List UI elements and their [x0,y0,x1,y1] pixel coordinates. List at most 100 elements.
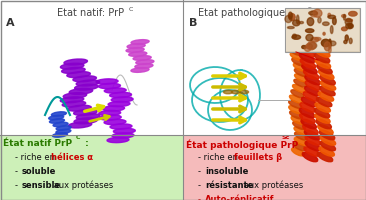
Ellipse shape [96,79,118,84]
Text: feuillets β: feuillets β [234,153,282,162]
Ellipse shape [318,17,321,23]
Text: A: A [6,18,15,28]
Ellipse shape [323,32,325,35]
Ellipse shape [295,74,307,82]
Ellipse shape [292,84,305,92]
Ellipse shape [131,68,149,72]
Bar [286,9,359,51]
Ellipse shape [302,152,318,162]
Ellipse shape [343,15,346,20]
Ellipse shape [289,47,302,55]
Ellipse shape [56,126,71,130]
Ellipse shape [49,119,64,123]
Ellipse shape [315,42,331,52]
Ellipse shape [129,52,147,56]
Ellipse shape [294,69,307,76]
Ellipse shape [75,84,98,90]
Ellipse shape [293,63,306,71]
Ellipse shape [315,103,330,112]
Ellipse shape [136,60,154,64]
Ellipse shape [317,37,333,46]
Ellipse shape [295,132,307,140]
Text: résistante: résistante [205,181,253,190]
Ellipse shape [292,58,305,66]
Ellipse shape [62,101,86,107]
Text: C: C [129,7,133,12]
Ellipse shape [345,18,352,25]
Ellipse shape [307,42,316,50]
Ellipse shape [305,75,320,85]
Ellipse shape [348,24,352,28]
Text: État natif PrP: État natif PrP [3,139,72,148]
Ellipse shape [319,130,335,140]
Bar [285,8,360,52]
Ellipse shape [290,111,302,119]
Bar [0,135,183,200]
Ellipse shape [51,112,66,116]
Ellipse shape [294,137,307,145]
Ellipse shape [318,92,334,101]
Ellipse shape [291,116,304,124]
Ellipse shape [320,136,336,145]
Text: B: B [189,18,197,28]
Ellipse shape [99,115,121,120]
Ellipse shape [320,81,336,90]
Text: -: - [15,181,20,190]
Ellipse shape [299,108,315,118]
Ellipse shape [319,147,335,156]
Ellipse shape [110,124,132,129]
Ellipse shape [107,137,129,143]
Ellipse shape [110,92,131,98]
Ellipse shape [287,26,294,29]
Ellipse shape [60,97,84,103]
Ellipse shape [321,39,330,47]
Text: Sc: Sc [308,7,315,12]
Ellipse shape [303,70,319,79]
Text: -: - [15,167,20,176]
Ellipse shape [76,114,100,120]
Ellipse shape [318,70,334,79]
Ellipse shape [315,59,330,68]
Ellipse shape [67,72,90,78]
Ellipse shape [309,11,317,15]
Ellipse shape [305,136,321,145]
Ellipse shape [223,90,232,94]
Ellipse shape [322,22,329,25]
Ellipse shape [341,27,347,31]
Ellipse shape [99,110,121,116]
Text: -: - [198,181,203,190]
Ellipse shape [305,86,320,96]
Ellipse shape [73,76,96,82]
Ellipse shape [231,90,240,94]
Ellipse shape [111,97,133,102]
Text: -: - [198,167,203,176]
Ellipse shape [98,83,120,89]
Ellipse shape [313,9,322,17]
Ellipse shape [69,88,93,94]
Ellipse shape [311,37,319,42]
Ellipse shape [290,53,303,61]
Ellipse shape [349,11,357,16]
Ellipse shape [329,41,336,46]
Ellipse shape [302,46,306,49]
Ellipse shape [291,90,304,98]
Ellipse shape [131,40,149,44]
Ellipse shape [328,15,336,19]
Ellipse shape [103,106,124,111]
Ellipse shape [288,12,292,19]
Ellipse shape [315,37,321,40]
Ellipse shape [344,40,347,44]
Text: -: - [198,195,203,200]
Ellipse shape [341,15,346,17]
Ellipse shape [292,34,296,38]
Ellipse shape [126,48,144,52]
Ellipse shape [349,38,352,44]
Ellipse shape [289,100,302,108]
Ellipse shape [300,42,316,52]
Text: Auto-réplicatif: Auto-réplicatif [205,195,274,200]
Ellipse shape [289,14,295,21]
Ellipse shape [318,125,333,134]
Ellipse shape [113,128,135,134]
Ellipse shape [299,21,303,24]
Ellipse shape [300,114,315,123]
